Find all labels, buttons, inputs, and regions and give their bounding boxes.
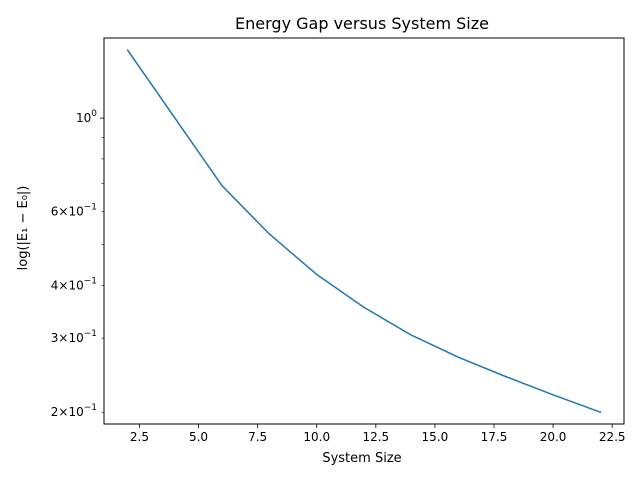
y-tick-label: 2×10−1: [51, 403, 97, 419]
x-axis-ticks: 2.5 5.0 7.5 10.0 12.5 15.0 17.5 20.0 22.5: [130, 424, 626, 444]
x-axis-label: System Size: [322, 451, 401, 466]
x-tick-label: 15.0: [422, 430, 449, 444]
y-tick-label: 3×10−1: [51, 329, 97, 345]
x-tick-label: 2.5: [130, 430, 149, 444]
x-tick-label: 20.0: [540, 430, 567, 444]
x-tick-label: 22.5: [599, 430, 626, 444]
y-tick-label: 4×10−1: [51, 277, 97, 293]
x-tick-label: 10.0: [303, 430, 330, 444]
x-tick-label: 12.5: [362, 430, 389, 444]
axes-frame: [103, 37, 625, 425]
chart-title: Energy Gap versus System Size: [235, 14, 489, 33]
series-layer: [126, 49, 602, 414]
y-tick-label: 6×10−1: [51, 202, 97, 218]
x-tick-label: 7.5: [248, 430, 267, 444]
x-tick-label: 5.0: [189, 430, 208, 444]
y-tick-label: 100: [76, 109, 97, 125]
x-tick-label: 17.5: [481, 430, 508, 444]
y-axis-ticks: 100 6×10−1 4×10−1 3×10−1 2×10−1: [51, 109, 104, 419]
y-axis-label: log(|E₁ − E₀|): [16, 186, 31, 271]
